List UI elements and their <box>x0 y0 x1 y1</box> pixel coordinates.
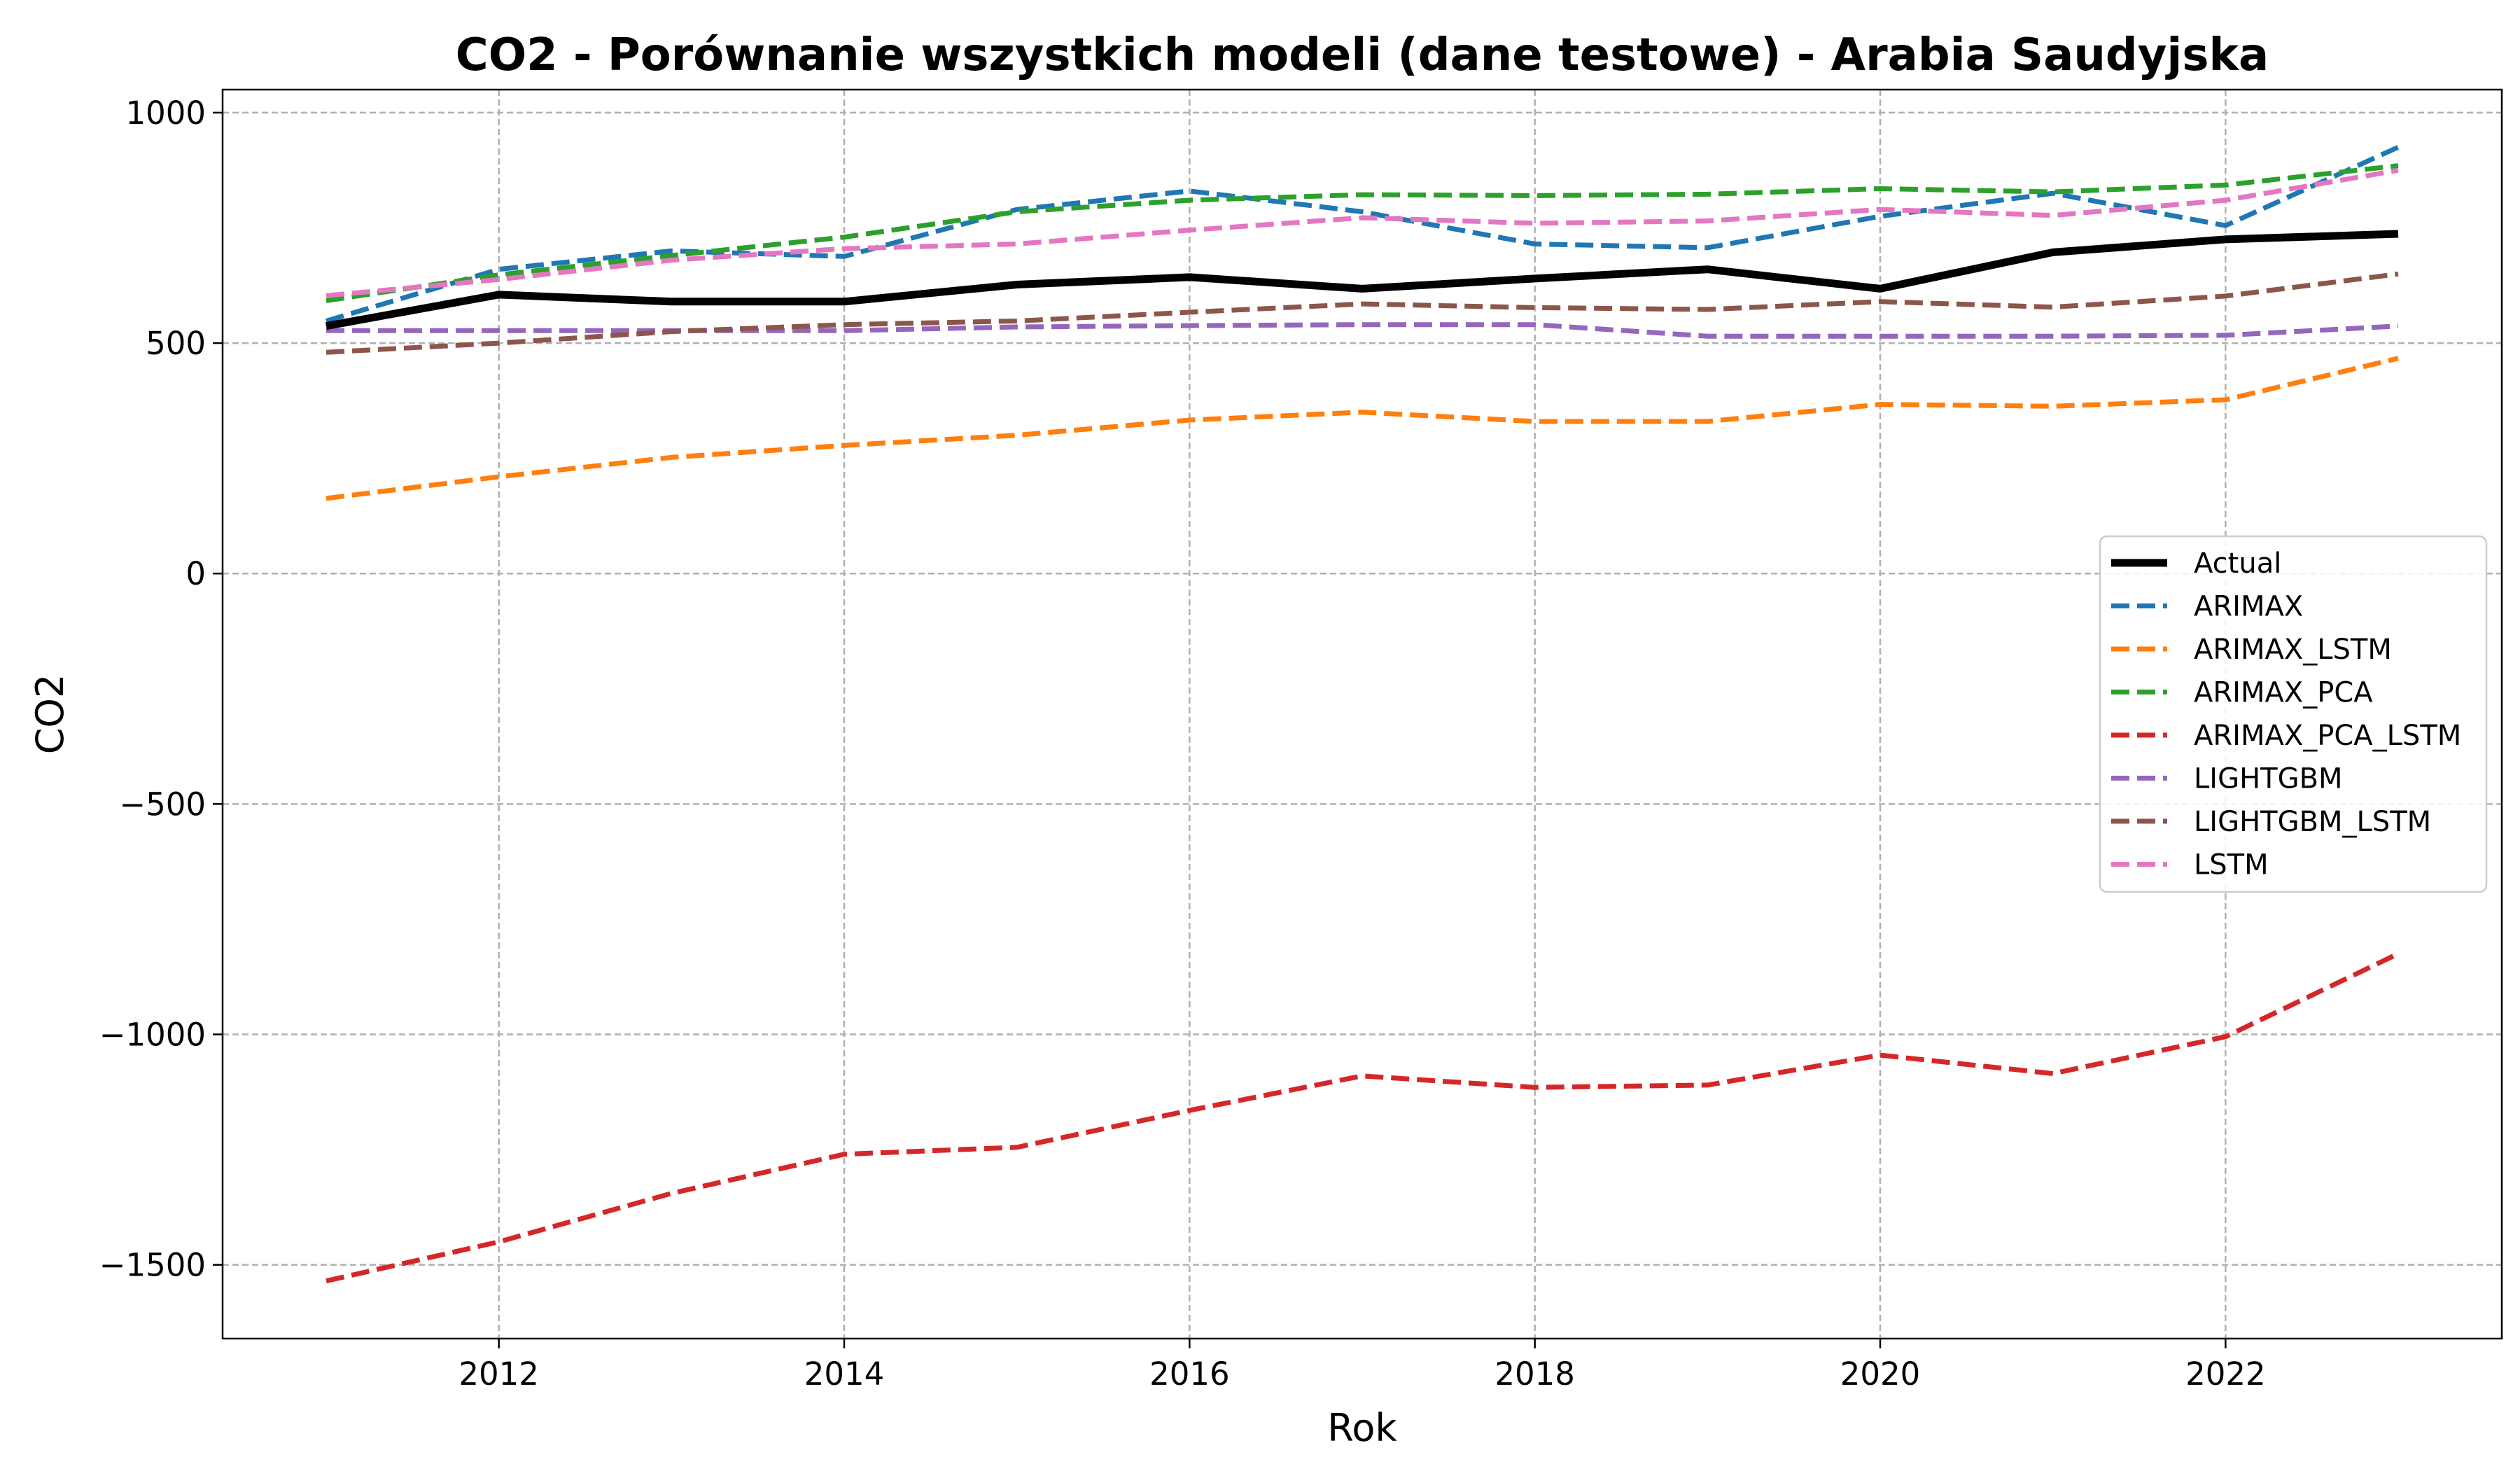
y-tick-label: −1500 <box>99 1247 206 1284</box>
plot-frame <box>221 88 2503 1340</box>
series-line-lstm <box>326 167 2399 298</box>
x-axis-label: Rok <box>1327 1406 1397 1450</box>
legend-box <box>2099 535 2488 893</box>
y-axis-label: CO2 <box>28 674 72 755</box>
series-line-arimax <box>325 145 2400 323</box>
axis-ticks: 2012 2014 2016 2018 2020 2022 −1500 −1000 −500 0 5… <box>99 95 2266 1392</box>
chart-title: CO2 - Porównanie wszystkich modeli (dane… <box>456 29 2269 81</box>
x-tick-label: 2018 <box>1494 1355 1575 1392</box>
legend-label-arimax-pca-lstm: ARIMAX_PCA_LSTM <box>2194 720 2461 752</box>
legend: Actual ARIMAX ARIMAX_LSTM ARIMAX_PCA ARIMAX_… <box>2099 535 2488 893</box>
series-lines <box>325 145 2400 1284</box>
grid <box>223 90 2502 1339</box>
x-tick-label: 2014 <box>804 1355 885 1392</box>
legend-label-lightgbm-lstm: LIGHTGBM_LSTM <box>2194 806 2431 838</box>
y-tick-label: −1000 <box>99 1017 206 1054</box>
series-line-lightgbm-lstm <box>326 271 2399 355</box>
legend-label-lightgbm: LIGHTGBM <box>2194 763 2343 795</box>
x-tick-label: 2012 <box>458 1355 539 1392</box>
y-tick-label: −500 <box>119 786 206 823</box>
series-line-arimax-lstm <box>326 356 2399 501</box>
legend-label-arimax-pca: ARIMAX_PCA <box>2194 677 2373 709</box>
legend-label-actual: Actual <box>2194 547 2281 580</box>
x-tick-label: 2016 <box>1149 1355 1230 1392</box>
series-line-actual <box>326 230 2399 330</box>
x-tick-label: 2022 <box>2185 1355 2266 1392</box>
x-tick-label: 2020 <box>1840 1355 1921 1392</box>
y-tick-label: 0 <box>186 555 206 592</box>
legend-label-arimax-lstm: ARIMAX_LSTM <box>2194 634 2392 666</box>
legend-label-arimax: ARIMAX <box>2194 591 2303 623</box>
series-line-arimax-pca <box>326 163 2399 303</box>
legend-label-lstm: LSTM <box>2194 849 2269 881</box>
series-line-arimax-pca-lstm <box>326 951 2400 1284</box>
y-tick-label: 500 <box>146 325 206 362</box>
y-tick-label: 1000 <box>125 95 206 132</box>
